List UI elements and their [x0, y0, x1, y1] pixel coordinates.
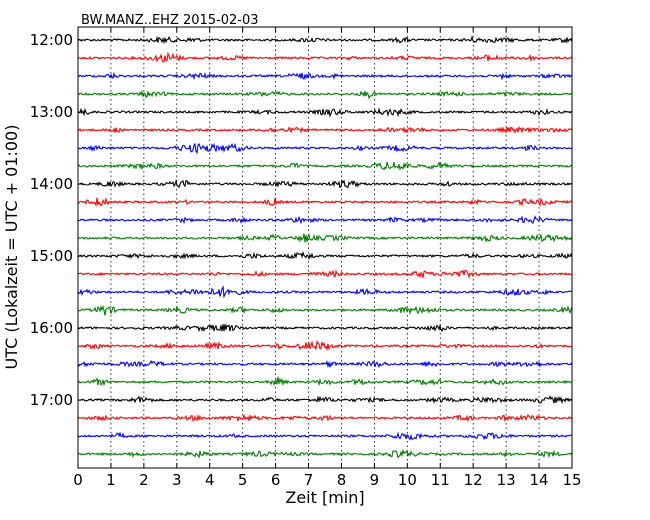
x-tick-labels: 0 1 2 3 4 5 6 7 8 9 10 11 12 13 14 15 — [73, 471, 581, 489]
x-tick-label: 14 — [530, 471, 549, 489]
x-axis-label: Zeit [min] — [285, 488, 364, 507]
x-tick-label: 9 — [370, 471, 380, 489]
x-tick-label: 11 — [431, 471, 450, 489]
x-tick-label: 6 — [271, 471, 281, 489]
trace-1415 — [77, 197, 573, 208]
trace-1345 — [77, 161, 572, 171]
trace-1315 — [77, 126, 573, 135]
trace-1245 — [77, 89, 573, 100]
trace-1230 — [77, 71, 573, 81]
trace-1700 — [77, 395, 573, 405]
trace-1630 — [77, 359, 573, 369]
trace-1215 — [77, 51, 573, 63]
trace-1515 — [77, 269, 573, 280]
x-tick-label: 2 — [139, 471, 149, 489]
trace-1615 — [77, 339, 573, 352]
x-tick-label: 7 — [304, 471, 314, 489]
x-tick-label: 0 — [73, 471, 83, 489]
trace-1330 — [77, 142, 573, 154]
x-tick-label: 4 — [205, 471, 215, 489]
plot-frame — [77, 26, 573, 469]
trace-1545 — [77, 304, 573, 316]
trace-1300 — [77, 107, 573, 118]
axis-ticks — [77, 27, 573, 468]
x-tick-label: 15 — [562, 471, 581, 489]
trace-1400 — [77, 179, 573, 189]
trace-1530 — [77, 285, 573, 299]
x-tick-label: 3 — [172, 471, 182, 489]
x-tick-label: 5 — [238, 471, 248, 489]
y-tick-label: 17:00 — [30, 391, 73, 409]
x-tick-label: 8 — [337, 471, 347, 489]
trace-1200 — [77, 35, 573, 45]
y-tick-label: 15:00 — [30, 247, 73, 265]
trace-1645 — [77, 376, 573, 387]
trace-1600 — [77, 323, 573, 333]
y-tick-label: 12:00 — [30, 31, 73, 49]
y-tick-label: 16:00 — [30, 319, 73, 337]
trace-1445 — [77, 233, 573, 243]
trace-1730 — [77, 431, 573, 441]
trace-1500 — [77, 250, 573, 261]
trace-lines — [77, 35, 573, 459]
x-tick-label: 12 — [464, 471, 483, 489]
trace-1715 — [77, 413, 573, 423]
y-tick-label: 14:00 — [30, 175, 73, 193]
x-tick-label: 1 — [106, 471, 116, 489]
y-axis-label: UTC (Lokalzeit = UTC + 01:00) — [2, 125, 21, 370]
chart-title: BW.MANZ..EHZ 2015-02-03 — [81, 13, 259, 28]
trace-1430 — [77, 215, 573, 225]
grid-lines — [110, 27, 540, 468]
y-tick-labels: 12:00 13:00 14:00 15:00 16:00 17:00 — [30, 31, 73, 409]
x-tick-label: 13 — [497, 471, 516, 489]
y-tick-label: 13:00 — [30, 103, 73, 121]
trace-1745 — [77, 448, 573, 459]
x-tick-label: 10 — [398, 471, 417, 489]
